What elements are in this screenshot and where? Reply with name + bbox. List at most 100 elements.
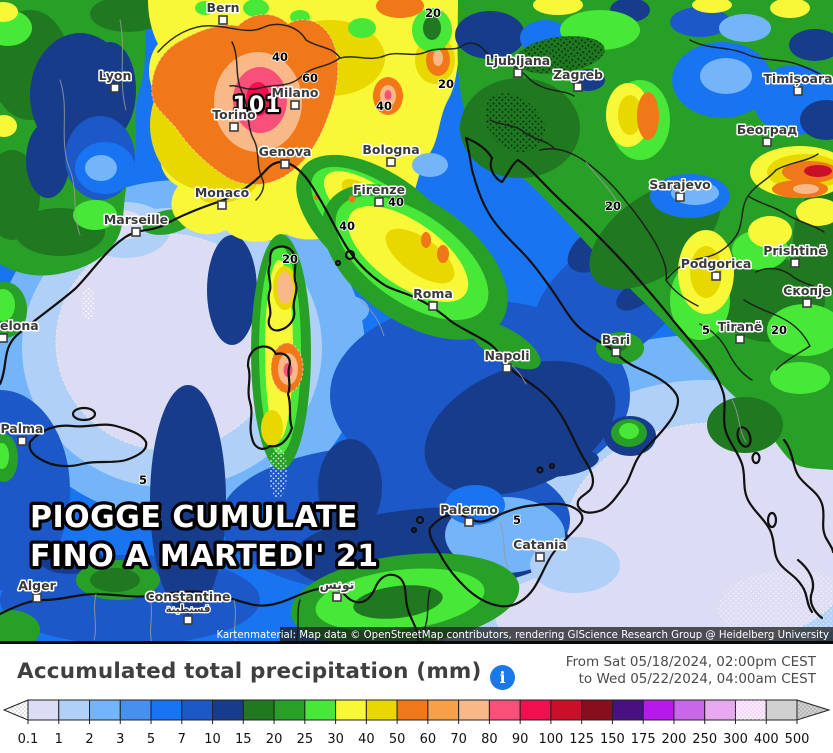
- scale-cell: [27, 699, 60, 721]
- scale-cell: [335, 699, 367, 721]
- map-title-overlay: PIOGGE CUMULATE FINO A MARTEDI' 21: [27, 497, 382, 578]
- city-podgorica: Podgorica: [679, 255, 753, 281]
- city-marker: [802, 298, 812, 308]
- scale-cell: [765, 699, 798, 721]
- city-palma: Palma: [0, 420, 45, 446]
- city-label: Genova: [259, 144, 312, 159]
- scale-tick-label: 175: [631, 732, 656, 747]
- scale-tick-label: 80: [481, 732, 498, 747]
- scale-cell: [304, 699, 337, 721]
- scale-cell: [704, 699, 736, 721]
- scale-cell: [611, 699, 644, 721]
- scale-cell: [242, 699, 275, 721]
- contour-label: 20: [282, 252, 298, 266]
- map-title-line2: FINO A MARTEDI' 21: [30, 539, 379, 574]
- city-label: Podgorica: [681, 256, 752, 271]
- city-marker: [374, 197, 384, 207]
- city-bologna: Bologna: [361, 141, 421, 167]
- city-marker: [535, 552, 545, 562]
- city-marker: [762, 137, 772, 147]
- scale-tick-label: 0.1: [18, 732, 39, 747]
- scale-cell: [150, 699, 183, 721]
- color-scale: 0.1 1 2 3 5 7 10 15 20 25 30 40 50 60 70 80 90 100 125 150 1…: [2, 699, 831, 747]
- city-marker: [332, 592, 342, 602]
- scale-cell: [550, 699, 583, 721]
- precipitation-map: 20 40 60 101 40 20 40 40 20 20 5 20 5 5 Bern Lyon Milan…: [0, 0, 833, 644]
- scale-tick-label: 70: [450, 732, 467, 747]
- legend-panel: Accumulated total precipitation (mm) i F…: [0, 644, 833, 753]
- city-skopje: Скопје: [782, 282, 832, 308]
- scale-cell: [89, 699, 121, 721]
- city-label: Bari: [602, 332, 630, 347]
- scale-tick-label: 15: [235, 732, 252, 747]
- city-marker: [32, 593, 42, 603]
- city-label: Roma: [413, 286, 453, 301]
- city-label: Zagreb: [553, 67, 603, 82]
- contour-label: 40: [272, 50, 288, 64]
- city-label: Tiranë: [718, 319, 763, 334]
- map-attribution-bar: Kartenmaterial: Map data © OpenStreetMap…: [0, 627, 833, 644]
- period-to: to Wed 05/22/2024, 04:00am CEST: [578, 671, 816, 687]
- info-icon[interactable]: i: [490, 665, 515, 690]
- scale-cell: [642, 699, 675, 721]
- scale-cell: [365, 699, 398, 721]
- scale-tick-label: 500: [785, 732, 810, 747]
- scale-tick-label: 40: [358, 732, 375, 747]
- city-marker: [428, 301, 438, 311]
- city-prishtine: Prishtinë: [762, 242, 828, 268]
- city-marker: [110, 83, 120, 93]
- scale-tick-label: 2: [85, 732, 93, 747]
- contour-label: 5: [139, 473, 147, 487]
- contour-label: 40: [376, 99, 392, 113]
- city-label: Lyon: [99, 68, 132, 83]
- scale-cell: [396, 699, 429, 721]
- city-bari: Bari: [600, 331, 632, 357]
- city-marker: [611, 347, 621, 357]
- city-marker: [183, 615, 193, 625]
- city-label: Palermo: [440, 502, 498, 517]
- country-borders: [157, 23, 833, 644]
- city-alger: Alger: [17, 577, 58, 603]
- city-label: Firenze: [353, 182, 405, 197]
- scale-cell-stipple: [735, 700, 767, 720]
- city-catania: Catania: [512, 536, 568, 562]
- contour-label: 40: [339, 219, 355, 233]
- city-palermo: Palermo: [439, 501, 500, 527]
- contour-label: 101: [233, 93, 282, 118]
- map-canvas: 20 40 60 101 40 20 40 40 20 20 5 20 5 5 Bern Lyon Milan…: [0, 0, 833, 644]
- scale-cell: [119, 699, 152, 721]
- city-label: Bologna: [362, 142, 419, 157]
- scale-tick-label: 25: [297, 732, 314, 747]
- city-marseille: Marseille: [102, 211, 170, 237]
- city-milano: Milano: [270, 84, 320, 110]
- city-zagreb: Zagreb: [551, 66, 605, 92]
- period-from: From Sat 05/18/2024, 02:00pm CEST: [565, 654, 816, 670]
- scale-tick-label: 3: [116, 732, 124, 747]
- city-label: Alger: [18, 578, 56, 593]
- city-label: Prishtinë: [763, 243, 827, 258]
- city-marker: [217, 200, 227, 210]
- contour-labels: 20 40 60 101 40 20 40 40 20 20 5 20 5 5: [138, 5, 788, 528]
- region-borders: [59, 19, 747, 644]
- city-beograd: Београд: [735, 121, 799, 147]
- forecast-period: From Sat 05/18/2024, 02:00pm CEST to Wed…: [566, 654, 816, 688]
- contour-label: 5: [513, 513, 521, 527]
- scale-tick-label: 1: [55, 732, 63, 747]
- scale-cell: [212, 699, 244, 721]
- city-label: Београд: [737, 122, 798, 137]
- scale-tick-label: 250: [692, 732, 717, 747]
- scale-cell: [181, 699, 214, 721]
- city-label: Bern: [206, 0, 239, 15]
- city-marker: [218, 15, 228, 25]
- city-label: Torino: [212, 107, 256, 122]
- city-marker: [793, 86, 803, 96]
- city-sublabel: قسنطينة: [166, 604, 211, 615]
- contour-label: 20: [425, 6, 441, 20]
- scale-arrow-right: [796, 699, 831, 721]
- scale-tick-label: 150: [600, 732, 625, 747]
- city-marker: [280, 159, 290, 169]
- scale-tick-label: 100: [539, 732, 564, 747]
- city-label: Timișoara: [763, 71, 832, 86]
